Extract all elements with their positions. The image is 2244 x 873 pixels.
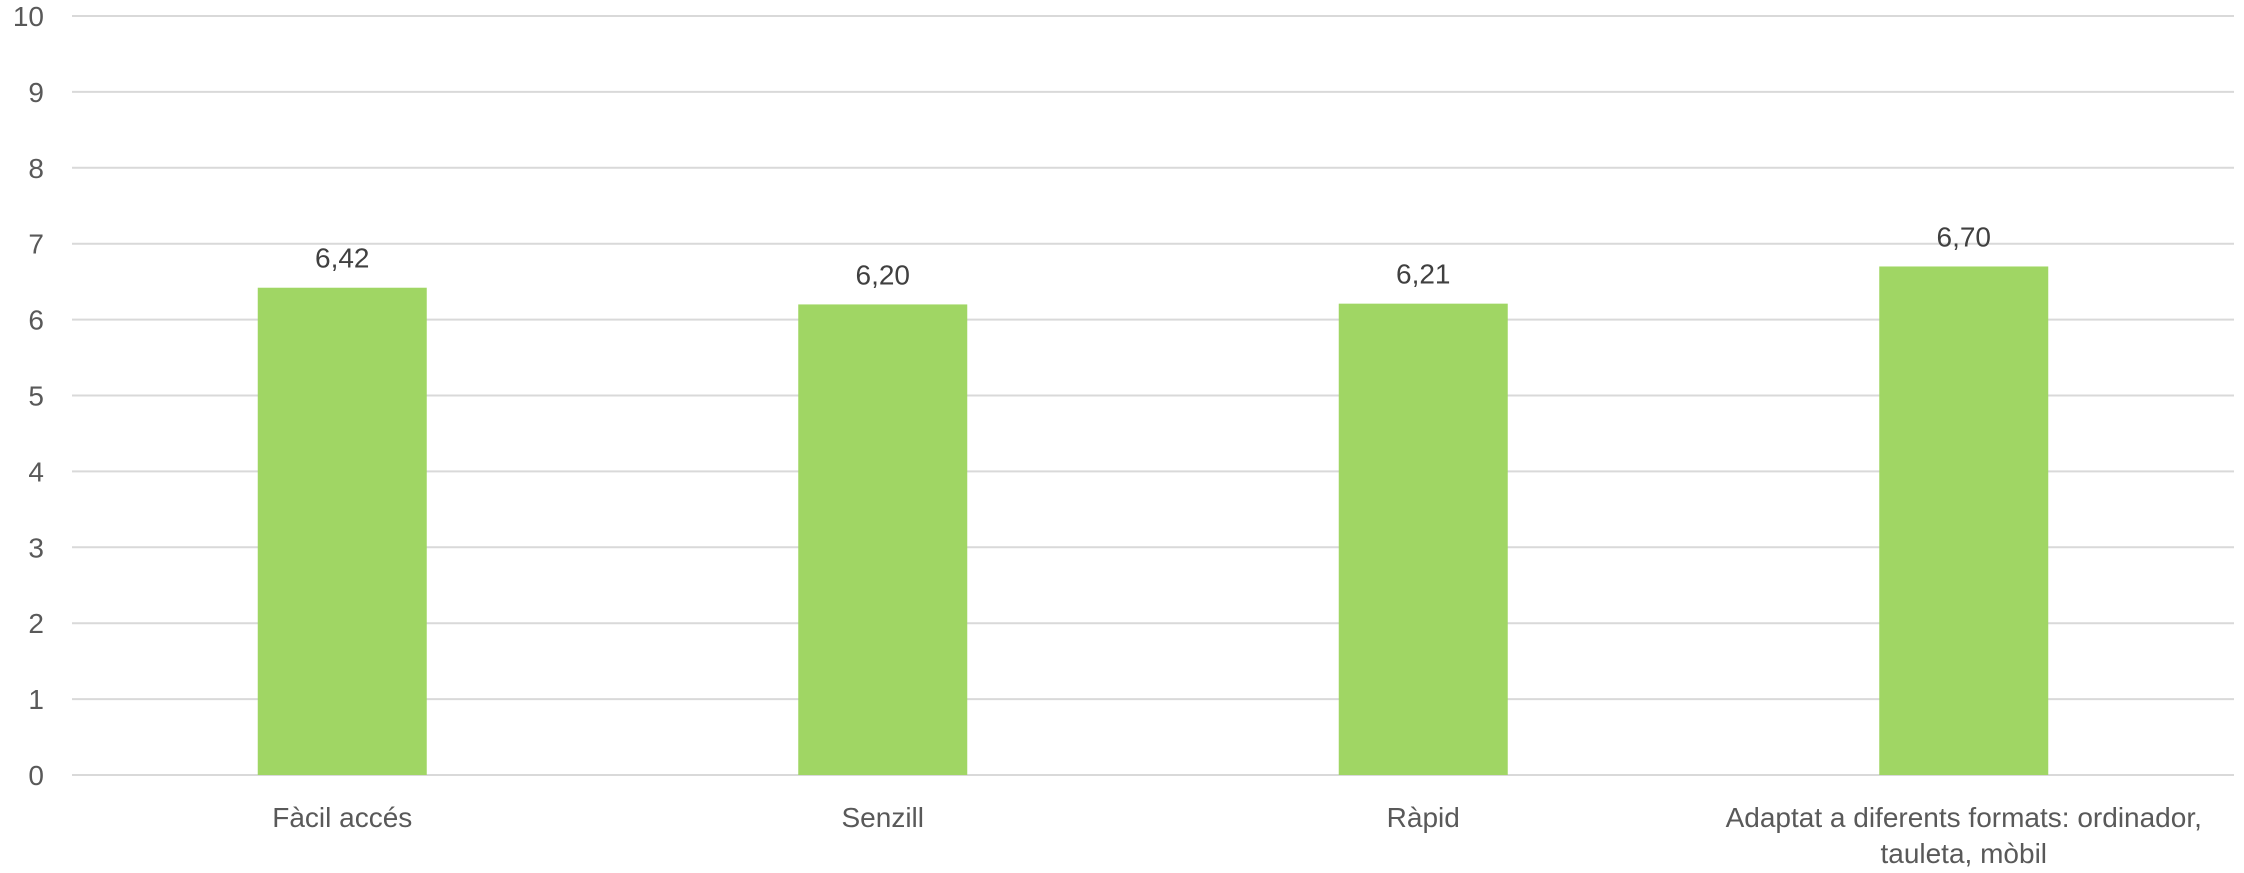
data-labels: 6,42 6,20 6,21 6,70: [315, 221, 1991, 290]
x-category-label: Fàcil accés: [272, 802, 412, 833]
data-label: 6,21: [1396, 259, 1451, 290]
bar: [798, 304, 968, 775]
x-category-label: Adaptat a diferents formats: ordinador, t…: [1726, 802, 2202, 868]
y-tick-label: 8: [28, 153, 44, 184]
x-category-label-line: Fàcil accés: [272, 802, 412, 833]
x-category-label-line: Adaptat a diferents formats: ordinador,: [1726, 802, 2202, 833]
gridlines: [72, 15, 2234, 776]
bar: [1879, 266, 2049, 775]
y-tick-label: 10: [13, 1, 44, 32]
x-category-label-line: tauleta, mòbil: [1880, 838, 2047, 868]
x-category-label: Senzill: [842, 802, 924, 833]
y-tick-label: 2: [28, 608, 44, 639]
y-tick-label: 5: [28, 381, 44, 412]
x-category-label-line: Ràpid: [1387, 802, 1460, 833]
y-tick-label: 1: [28, 684, 44, 715]
x-category-label: Ràpid: [1387, 802, 1460, 833]
y-tick-label: 4: [28, 456, 44, 487]
x-axis-category-labels: Fàcil accés Senzill Ràpid Adaptat a diferen…: [272, 802, 2202, 869]
y-tick-label: 9: [28, 77, 44, 108]
data-label: 6,42: [315, 243, 370, 274]
y-tick-label: 7: [28, 229, 44, 260]
data-label: 6,70: [1937, 221, 1992, 252]
y-tick-label: 3: [28, 532, 44, 563]
y-tick-label: 6: [28, 305, 44, 336]
y-axis-tick-labels: 0 1 2 3 4 5 6 7 8 9 10: [13, 1, 44, 791]
bar: [1338, 303, 1508, 775]
y-tick-label: 0: [28, 760, 44, 791]
x-category-label-line: Senzill: [842, 802, 924, 833]
bars: [257, 266, 2049, 775]
data-label: 6,20: [856, 259, 911, 290]
bar: [257, 287, 427, 775]
